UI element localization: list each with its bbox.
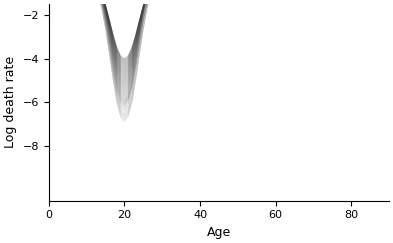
X-axis label: Age: Age (207, 226, 231, 239)
Y-axis label: Log death rate: Log death rate (4, 56, 17, 148)
